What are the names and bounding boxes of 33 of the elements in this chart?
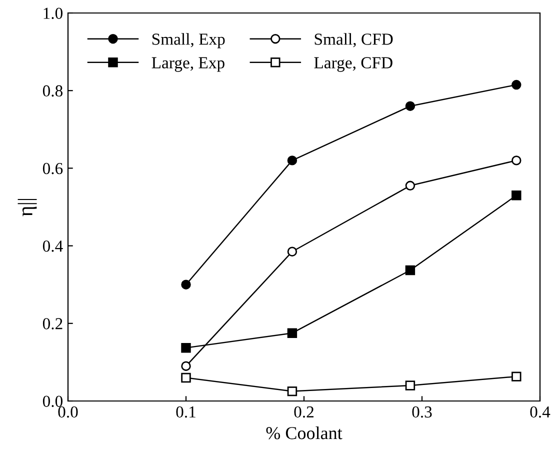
legend-label: Large, Exp <box>152 57 224 72</box>
point <box>512 190 522 200</box>
y-tick-label: 0.4 <box>42 240 63 252</box>
legend-label: Large, CFD <box>314 57 392 72</box>
x-axis-title: % Coolant <box>266 426 342 440</box>
legend-label: Small, Exp <box>152 33 225 48</box>
point <box>287 386 298 396</box>
point <box>287 246 298 256</box>
point <box>181 342 191 353</box>
legend-label: Small, CFD <box>314 33 393 48</box>
y-tick-label: 0.6 <box>42 162 63 174</box>
point <box>405 180 416 191</box>
y-tick-label: 1.0 <box>44 8 63 20</box>
point <box>512 372 522 382</box>
point <box>181 361 191 371</box>
y-axis-title: η|| <box>18 198 37 216</box>
x-tick-label: 0.3 <box>412 406 432 418</box>
point <box>181 280 191 290</box>
y-tick-label: 0.2 <box>42 318 62 330</box>
point <box>405 265 416 276</box>
point <box>405 380 416 390</box>
x-tick-label: 0.1 <box>176 406 196 418</box>
point <box>512 80 522 90</box>
y-tick-label: 0.0 <box>42 396 63 408</box>
point <box>512 156 522 166</box>
x-tick-label: 0.2 <box>294 406 314 418</box>
y-tick-label: 0.8 <box>42 85 63 97</box>
point <box>405 101 416 111</box>
point <box>181 372 191 383</box>
x-tick-label: 0.0 <box>58 406 78 418</box>
point <box>287 156 298 166</box>
x-tick-label: 0.4 <box>530 406 550 418</box>
point <box>287 328 298 338</box>
